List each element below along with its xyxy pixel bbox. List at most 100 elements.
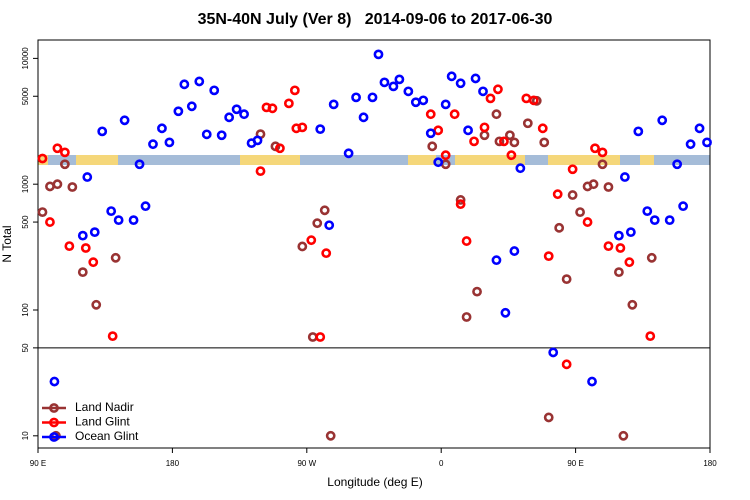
point bbox=[543, 251, 554, 262]
point bbox=[88, 257, 99, 268]
point bbox=[319, 205, 330, 216]
y-tick-label: 10 bbox=[21, 431, 30, 440]
point bbox=[614, 267, 624, 278]
chart-title: 35N-40N July (Ver 8) 2014-09-06 to 2017-… bbox=[198, 11, 553, 28]
point bbox=[590, 143, 600, 154]
point bbox=[575, 207, 585, 218]
point bbox=[500, 307, 511, 318]
point bbox=[201, 129, 212, 140]
point bbox=[582, 217, 593, 227]
point bbox=[672, 159, 683, 170]
point bbox=[351, 92, 361, 103]
legend-label: Ocean Glint bbox=[75, 429, 139, 443]
point bbox=[597, 147, 608, 158]
point bbox=[702, 137, 712, 148]
y-tick-label: 500 bbox=[21, 215, 30, 229]
point bbox=[554, 222, 565, 233]
point bbox=[567, 164, 578, 175]
point bbox=[642, 206, 653, 217]
point bbox=[328, 99, 339, 110]
point bbox=[157, 123, 167, 134]
point bbox=[433, 157, 444, 168]
point bbox=[509, 246, 520, 256]
point bbox=[358, 112, 369, 123]
point bbox=[485, 93, 496, 104]
point bbox=[148, 139, 158, 150]
point bbox=[113, 215, 124, 226]
point bbox=[343, 148, 354, 159]
point bbox=[522, 118, 533, 129]
point bbox=[306, 235, 317, 246]
y-tick-label: 5000 bbox=[21, 87, 30, 105]
y-tick-label: 1000 bbox=[21, 175, 30, 193]
point bbox=[134, 159, 145, 170]
point bbox=[255, 166, 266, 177]
point bbox=[394, 74, 405, 85]
point bbox=[645, 331, 656, 342]
point bbox=[418, 95, 429, 106]
point bbox=[77, 267, 88, 278]
ocean-band bbox=[38, 155, 710, 165]
x-tick-label: 90 W bbox=[297, 459, 316, 468]
point bbox=[427, 141, 438, 152]
point bbox=[80, 243, 91, 253]
point bbox=[455, 78, 466, 89]
point bbox=[209, 85, 220, 96]
point bbox=[140, 201, 151, 212]
point bbox=[231, 104, 242, 115]
y-tick-label: 100 bbox=[21, 303, 30, 317]
point bbox=[657, 115, 668, 126]
point bbox=[646, 252, 657, 263]
point bbox=[312, 218, 323, 229]
point bbox=[64, 241, 75, 252]
point bbox=[91, 299, 102, 310]
point bbox=[119, 115, 130, 126]
point bbox=[588, 179, 599, 190]
point bbox=[52, 143, 63, 154]
point bbox=[597, 159, 608, 170]
point bbox=[567, 190, 578, 200]
point bbox=[97, 126, 108, 137]
point bbox=[494, 136, 505, 147]
x-axis-label: Longitude (deg E) bbox=[327, 475, 422, 489]
point bbox=[367, 92, 378, 103]
land-band bbox=[455, 155, 525, 165]
point bbox=[67, 182, 78, 192]
legend-marker bbox=[49, 403, 59, 413]
point bbox=[587, 376, 597, 387]
point bbox=[685, 139, 696, 150]
y-axis-label: N Total bbox=[0, 225, 14, 262]
point bbox=[649, 215, 660, 226]
land-band bbox=[240, 155, 300, 165]
point bbox=[37, 207, 48, 218]
point bbox=[446, 71, 457, 82]
point bbox=[297, 241, 308, 252]
point bbox=[509, 137, 520, 148]
point bbox=[173, 106, 184, 117]
point bbox=[469, 136, 479, 147]
point bbox=[49, 376, 60, 387]
point bbox=[618, 430, 629, 441]
point bbox=[528, 95, 539, 106]
point bbox=[552, 189, 563, 200]
point bbox=[470, 73, 481, 84]
x-tick-label: 180 bbox=[703, 459, 717, 468]
point bbox=[267, 103, 278, 114]
point bbox=[624, 257, 635, 268]
point bbox=[107, 331, 118, 342]
point bbox=[491, 109, 502, 120]
point bbox=[515, 163, 526, 174]
x-tick-label: 180 bbox=[166, 459, 180, 468]
point bbox=[128, 215, 139, 226]
point bbox=[461, 312, 472, 322]
point bbox=[561, 274, 572, 285]
series bbox=[37, 84, 656, 370]
point bbox=[493, 84, 503, 95]
point bbox=[506, 150, 517, 161]
point bbox=[499, 136, 509, 147]
point bbox=[388, 81, 399, 92]
land-band bbox=[76, 155, 118, 165]
legend-label: Land Glint bbox=[75, 415, 130, 429]
x-tick-label: 90 E bbox=[567, 459, 583, 468]
